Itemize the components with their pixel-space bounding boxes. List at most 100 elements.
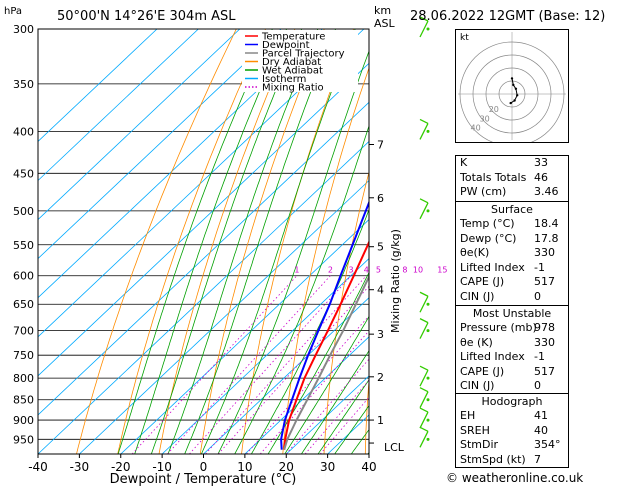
hodograph-point <box>510 77 514 80</box>
dry-adiabat-line <box>199 29 325 454</box>
hodograph-stat-row: StmDir 354° <box>456 438 568 453</box>
pressure-tick-label: 350 <box>13 78 34 91</box>
mixing-ratio-label: 5 <box>376 266 381 275</box>
hodograph-panel: kt 40 30 20 <box>455 29 569 147</box>
index-key: K <box>460 156 468 169</box>
most-unstable-value: 978 <box>534 321 555 334</box>
isotherm-line <box>203 297 369 454</box>
hodograph-point <box>516 94 519 97</box>
dry-adiabat-line <box>158 29 296 454</box>
hodograph-stat-key: EH <box>460 409 476 422</box>
x-axis-title: Dewpoint / Temperature (°C) <box>110 472 297 486</box>
dry-adiabat-line <box>364 375 369 454</box>
hodograph-ring-label: 20 <box>489 105 499 114</box>
most-unstable-table: Most Unstable Pressure (mb) 978 θe (K) 330 L… <box>455 305 569 396</box>
mixing-ratio-line <box>167 275 331 454</box>
dry-adiabat-line <box>76 29 237 454</box>
wind-barb-dot <box>426 302 430 306</box>
surface-row: θe(K) 330 <box>456 246 568 261</box>
hodograph-ring-label: 30 <box>480 114 490 123</box>
pressure-tick-label: 600 <box>13 270 34 283</box>
hodograph-table: Hodograph EH 41 SREH 40 StmDir 354° StmSpd (kt… <box>455 393 569 468</box>
pressure-tick-label: 850 <box>13 394 34 407</box>
wet-adiabat-line <box>200 29 356 454</box>
legend-label: Parcel Trajectory <box>262 49 345 60</box>
datetime-title: 28.06.2022 12GMT (Base: 12) <box>410 9 605 24</box>
wind-barb-dot <box>426 129 430 133</box>
dry-adiabat-line <box>117 29 266 454</box>
pressure-tick-label: 400 <box>13 125 34 138</box>
legend-box <box>242 30 358 92</box>
surface-value: 517 <box>534 275 555 288</box>
wet-adiabat-line <box>267 271 369 454</box>
mixing-ratio-axis-title: Mixing Ratio (g/kg) <box>389 229 402 333</box>
wind-barb-dot <box>426 27 430 31</box>
surface-value: 0 <box>534 289 541 303</box>
hodograph-point <box>509 101 512 105</box>
km-tick-label: 6 <box>377 192 384 205</box>
wind-barb <box>419 16 429 38</box>
mixing-ratio-line <box>285 358 369 454</box>
x-tick-label: 10 <box>237 460 252 474</box>
wet-adiabat-line <box>184 29 336 454</box>
x-tick-label: -30 <box>70 460 90 474</box>
hodograph-stat-key: StmDir <box>460 438 499 451</box>
most-unstable-value: 330 <box>534 335 555 349</box>
wind-barb <box>419 118 429 140</box>
mixing-ratio-label: 3 <box>349 266 354 275</box>
hodograph-stat-row: EH 41 <box>456 409 568 424</box>
legend-label: Dry Adiabat <box>262 57 321 68</box>
index-value: 3.46 <box>534 185 559 198</box>
most-unstable-row: CAPE (J) 517 <box>456 365 568 380</box>
surface-row: CAPE (J) 517 <box>456 275 568 290</box>
wind-barb-dot <box>426 398 430 402</box>
isotherm-line <box>286 375 369 454</box>
asl-label: ASL <box>374 17 396 30</box>
most-unstable-key: Lifted Index <box>460 350 525 363</box>
wet-adiabat-line <box>217 50 369 454</box>
hodograph-stat-value: 7 <box>534 452 541 466</box>
isotherm-line <box>38 62 369 377</box>
location-title: 50°00'N 14°26'E 304m ASL <box>57 9 236 24</box>
pressure-tick-label: 300 <box>13 23 34 36</box>
hodograph-unit-label: kt <box>460 33 469 43</box>
surface-key: CIN (J) <box>460 289 495 303</box>
legend-label: Temperature <box>261 32 325 43</box>
x-tick-label: 0 <box>200 460 208 474</box>
isotherm-line <box>38 29 282 260</box>
wind-barb-dot <box>426 437 430 441</box>
temperature-line <box>283 239 369 450</box>
isotherm-line <box>38 29 241 221</box>
lcl-label: LCL <box>384 441 405 454</box>
isotherm-line <box>38 101 369 416</box>
most-unstable-row: Pressure (mb) 978 <box>456 321 568 336</box>
km-tick-label: 5 <box>377 241 384 254</box>
surface-value: 17.8 <box>534 231 559 245</box>
isotherm-line <box>38 29 323 299</box>
pressure-unit-label: hPa <box>4 6 22 17</box>
wet-adiabat-line <box>234 124 369 454</box>
legend-label: Mixing Ratio <box>262 83 324 94</box>
x-tick-label: 40 <box>361 460 376 474</box>
km-tick-label: 1 <box>377 414 384 427</box>
mixing-ratio-line <box>259 330 369 454</box>
wet-adiabat-line <box>334 405 369 454</box>
dry-adiabat-line <box>241 29 354 454</box>
hodograph-ring-label: 40 <box>471 123 481 132</box>
most-unstable-row: θe (K) 330 <box>456 336 568 351</box>
index-row: PW (cm) 3.46 <box>456 185 568 200</box>
index-value: 46 <box>534 170 548 184</box>
isotherm-line <box>244 336 369 454</box>
surface-value: 18.4 <box>534 217 559 230</box>
surface-title: Surface <box>491 203 533 216</box>
legend-label: Wet Adiabat <box>262 66 323 77</box>
wind-barb <box>419 318 429 339</box>
surface-value: 330 <box>534 246 555 259</box>
isotherm-line <box>161 258 369 454</box>
pressure-tick-label: 650 <box>13 298 34 311</box>
isotherm-line <box>120 219 369 454</box>
hodograph-point <box>513 99 516 102</box>
wind-barb <box>419 198 429 220</box>
mixing-ratio-label: 1 <box>294 266 299 275</box>
